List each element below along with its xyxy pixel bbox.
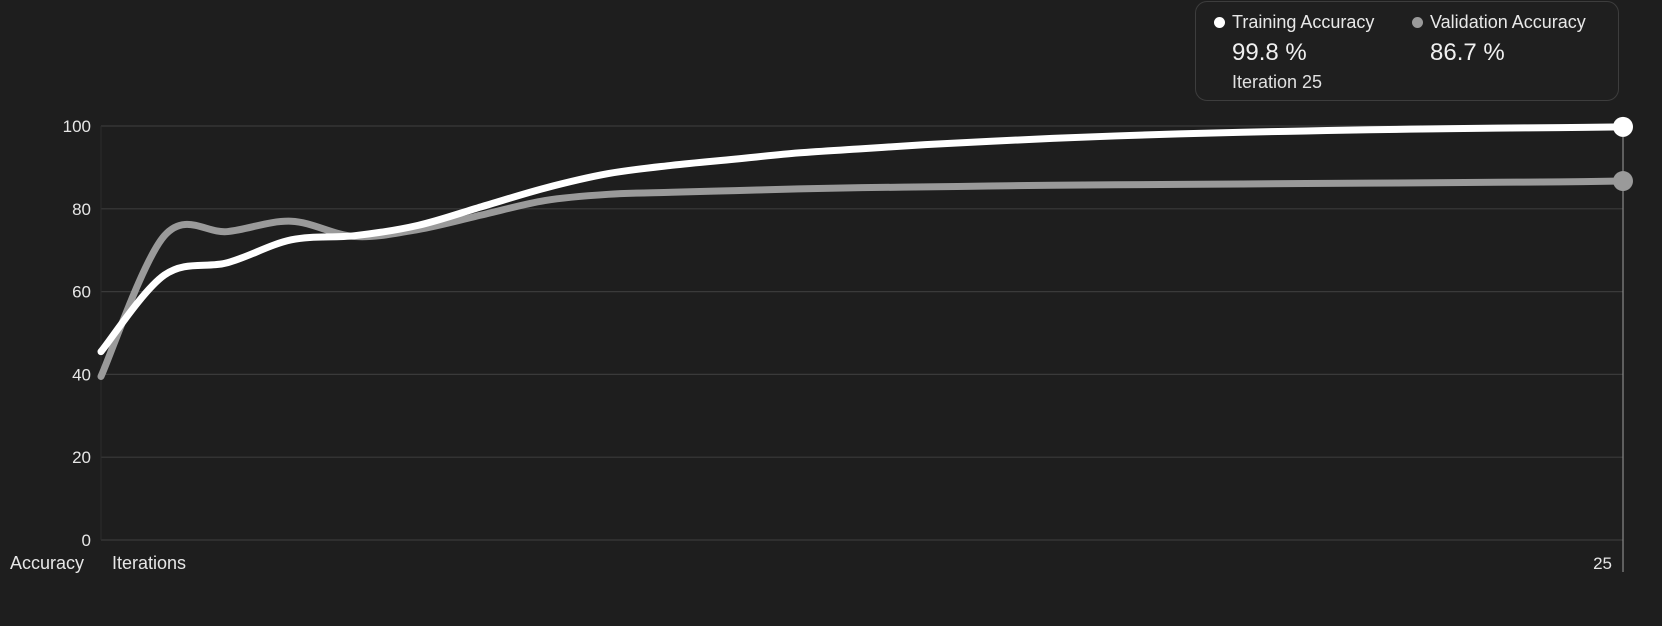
tooltip-validation-label: Validation Accuracy: [1430, 12, 1586, 32]
y-tick-label: 100: [63, 117, 91, 136]
training-dot-icon: [1214, 17, 1225, 28]
series: [97, 123, 1627, 380]
y-tick-label: 20: [72, 448, 91, 467]
tooltip-training-value: 99.8 %: [1232, 39, 1307, 66]
x-axis-title: Iterations: [112, 553, 186, 573]
tooltip-training: Training Accuracy 99.8 %: [1214, 12, 1374, 67]
end-points: [1613, 116, 1633, 192]
tooltip-iteration: Iteration 25: [1232, 72, 1323, 92]
y-axis-title: Accuracy: [10, 553, 84, 573]
grid: [100, 125, 1624, 572]
validation-accuracy-line: [97, 177, 1627, 380]
tooltip-training-label: Training Accuracy: [1232, 12, 1375, 32]
y-tick-label: 80: [72, 200, 91, 219]
training-accuracy-end-point: [1613, 116, 1633, 137]
tooltip-validation-value: 86.7 %: [1430, 39, 1505, 66]
y-tick-label: 0: [82, 531, 91, 550]
hover-tooltip: Training Accuracy 99.8 % Validation Accu…: [1195, 1, 1619, 101]
x-tick-label: 25: [1593, 554, 1612, 573]
training-accuracy-line: [97, 123, 1627, 356]
y-tick-label: 60: [72, 283, 91, 302]
axes: 0 20 40 60 80 100 25: [63, 117, 1612, 573]
validation-accuracy-end-point: [1613, 171, 1633, 192]
tooltip-validation: Validation Accuracy 86.7 %: [1412, 12, 1586, 67]
validation-dot-icon: [1412, 17, 1423, 28]
y-tick-label: 40: [72, 365, 91, 384]
